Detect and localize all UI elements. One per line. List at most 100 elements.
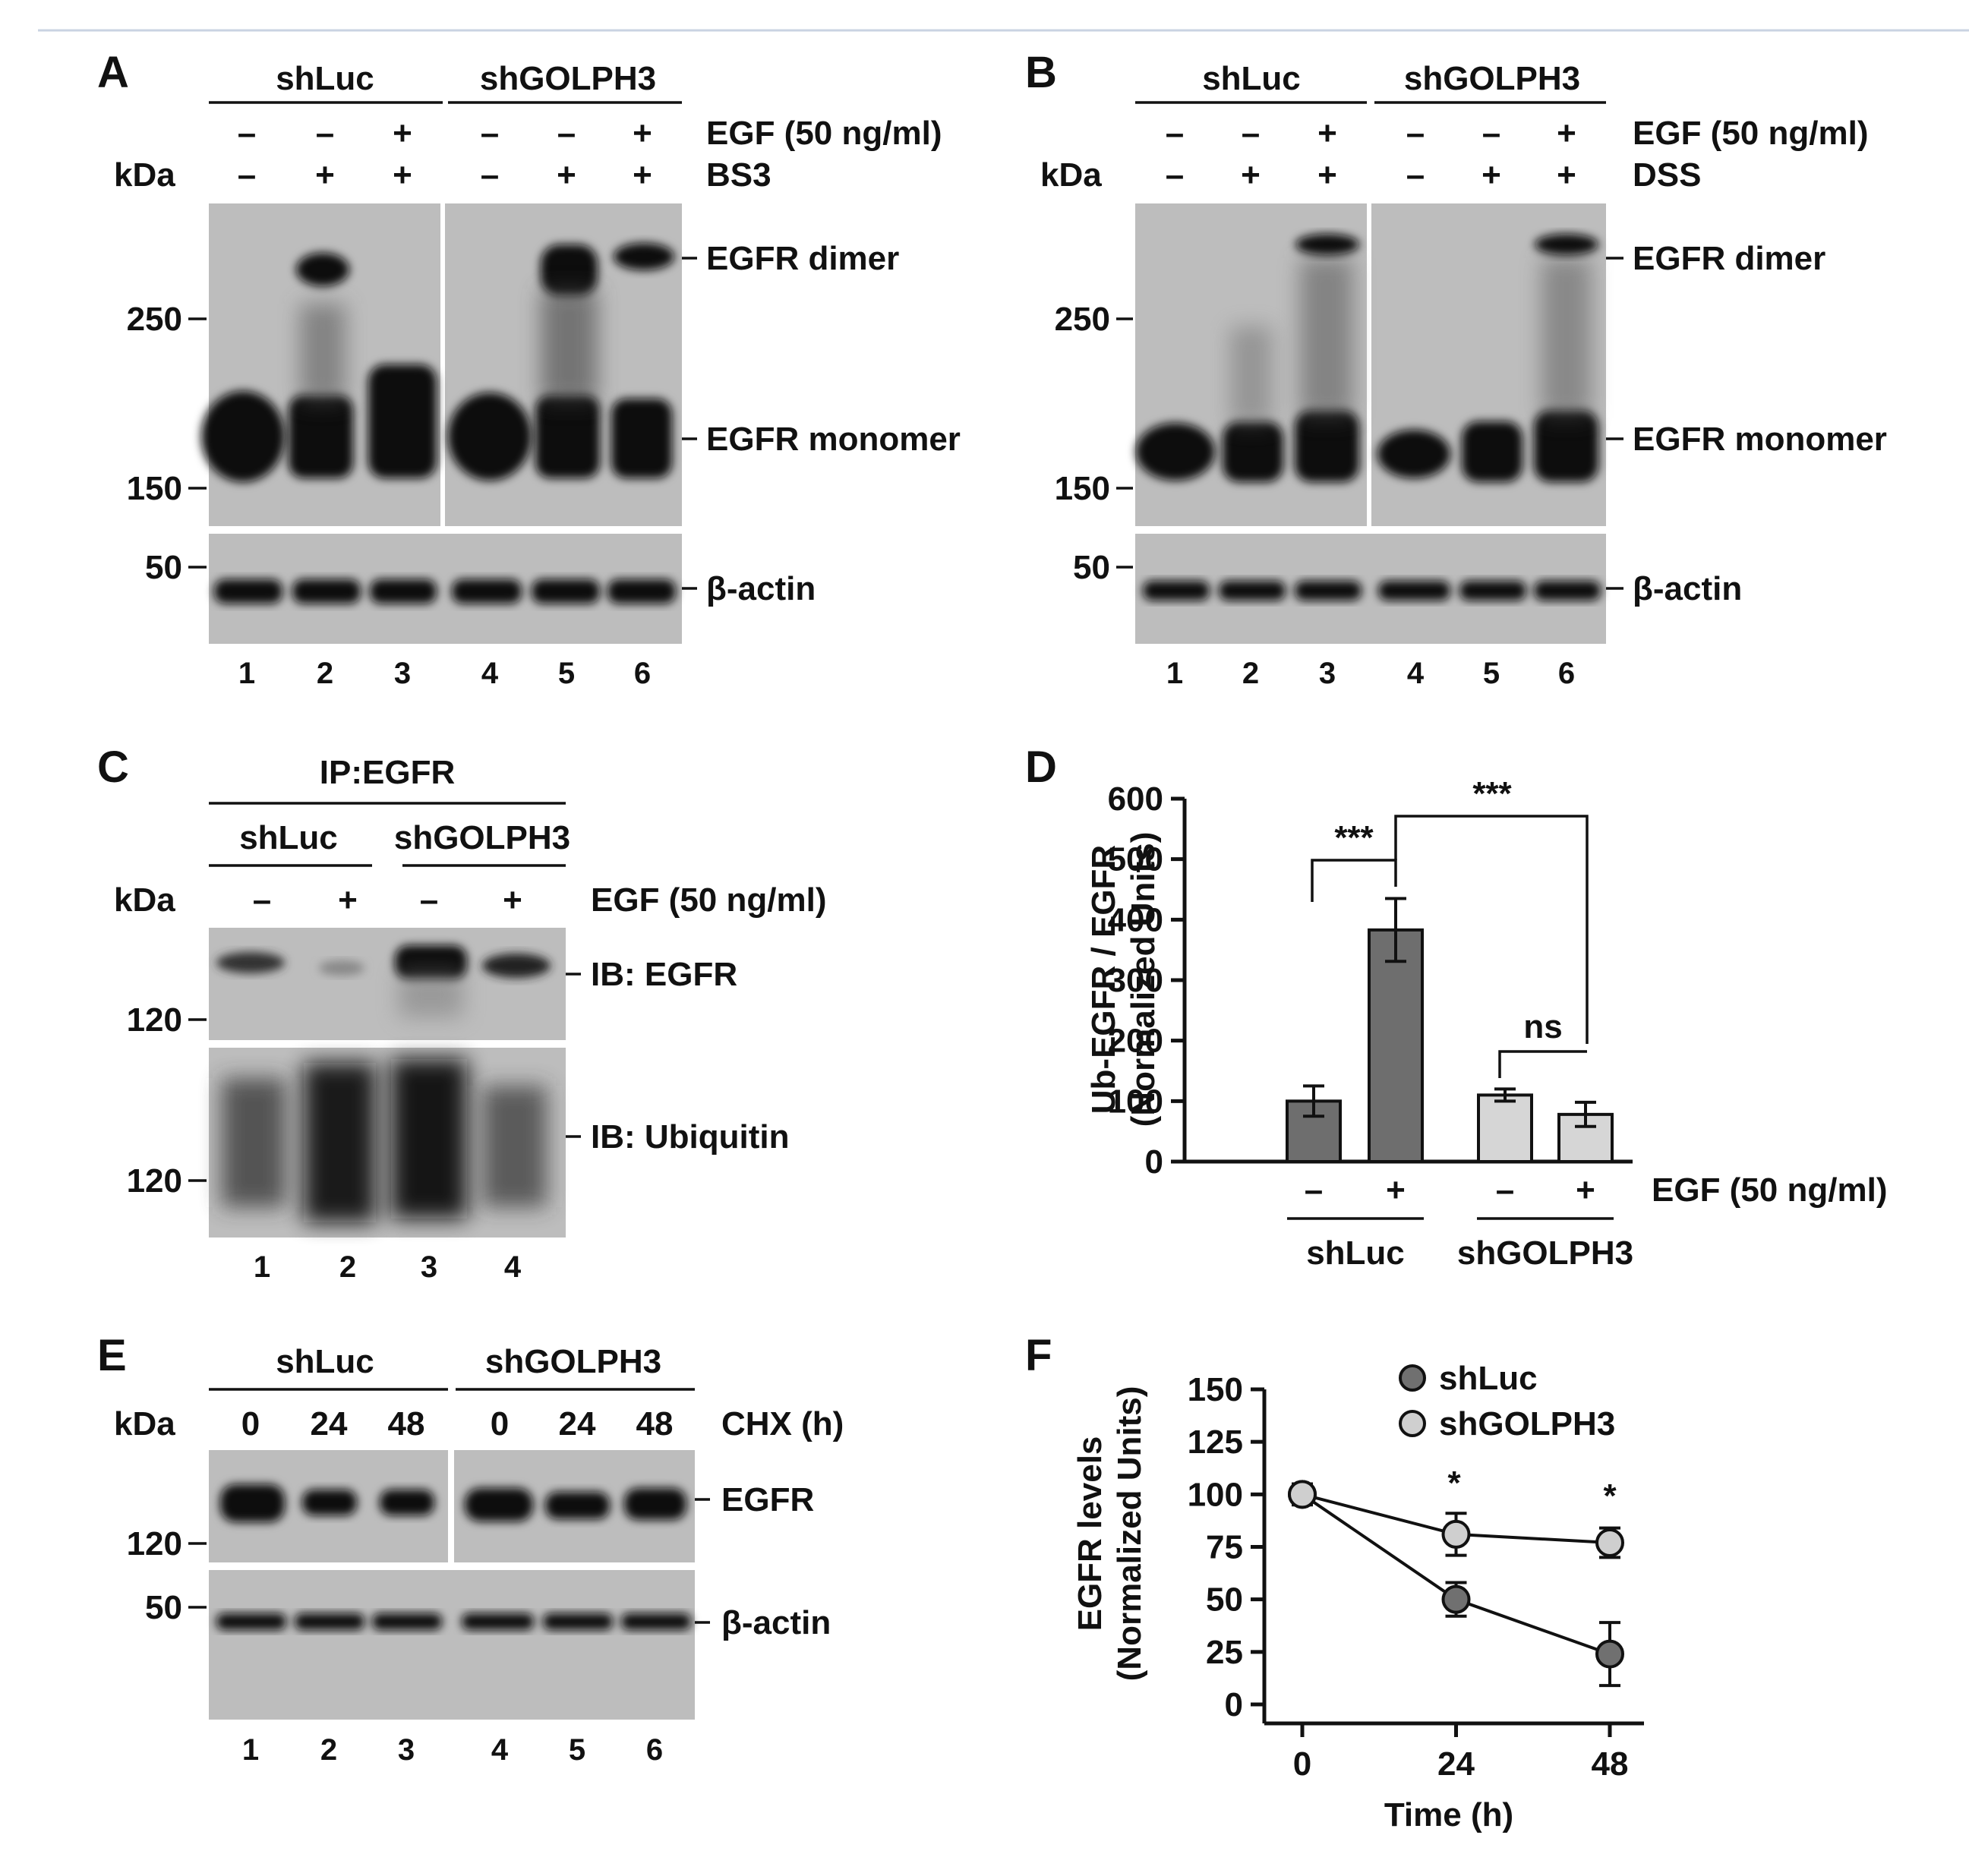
legend-label: shGOLPH3: [1439, 1405, 1615, 1442]
panel-c-marker-120b: 120: [127, 1162, 182, 1200]
time-label: 48: [636, 1405, 674, 1442]
lane-number: 2: [320, 1733, 337, 1767]
legend-marker: [1399, 1410, 1426, 1437]
panel-b-row1-label: EGF (50 ng/ml): [1633, 115, 1868, 152]
lane-number: 4: [491, 1733, 509, 1767]
panel-e-times: 0 24 48 0 24 48: [241, 1405, 674, 1442]
band: [624, 1488, 686, 1520]
panel-a-blot-actin: [209, 534, 682, 644]
band-smear: [300, 304, 346, 402]
panel-e-label-actin: β-actin: [721, 1604, 831, 1641]
panel-b-bands: [1136, 234, 1598, 482]
sign: –: [1406, 156, 1425, 194]
band-dimer: [541, 244, 598, 296]
panel-b-label-dimer: EGFR dimer: [1633, 240, 1825, 277]
band: [1219, 581, 1286, 601]
band-smear: [541, 288, 598, 402]
band: [220, 1484, 285, 1522]
sign: –: [481, 156, 499, 194]
panel-d-sig-brackets: *** *** ns: [1311, 775, 1589, 1078]
time-label: 24: [559, 1405, 596, 1442]
band: [395, 945, 467, 979]
band-smear: [1300, 258, 1353, 418]
panel-b: B shLuc shGOLPH3 – – + – – + EGF (50 ng/…: [1025, 48, 1887, 690]
band-smear: [304, 1063, 376, 1222]
lane-number: 6: [1558, 657, 1575, 690]
panel-a-blot-main: [209, 203, 682, 526]
sign: –: [557, 115, 576, 152]
sign: +: [1557, 115, 1576, 152]
lane-number: 3: [1319, 657, 1336, 690]
panel-a-label-actin: β-actin: [706, 570, 816, 607]
sign: –: [316, 115, 334, 152]
band-dimer: [296, 253, 349, 286]
panel-a-group-2: shGOLPH3: [480, 60, 656, 97]
sign: –: [1482, 115, 1500, 152]
panel-d-group-1: shLuc: [1306, 1234, 1405, 1272]
sign: +: [315, 156, 335, 194]
legend-marker: [1399, 1364, 1426, 1392]
band: [302, 1490, 357, 1515]
y-tick-label: 125: [1188, 1424, 1243, 1461]
band-smear: [1230, 326, 1272, 425]
bracket-2: [1394, 815, 1589, 1044]
panel-e-label-egfr: EGFR: [721, 1481, 814, 1518]
y-tick-label: 25: [1206, 1634, 1243, 1671]
sign: +: [1386, 1171, 1406, 1209]
band-smear: [222, 1078, 286, 1207]
panel-e-group-2: shGOLPH3: [485, 1343, 661, 1380]
sign: –: [1166, 156, 1184, 194]
y-tick-label: 200: [1108, 1023, 1163, 1060]
panel-b-marker-150: 150: [1055, 470, 1110, 507]
panel-b-marker-250: 250: [1055, 301, 1110, 338]
panel-e-group-1: shLuc: [276, 1343, 374, 1380]
panel-b-blot-divider: [1367, 203, 1371, 644]
band: [535, 395, 600, 478]
lane-number: 2: [1242, 657, 1259, 690]
point: [1441, 1584, 1471, 1614]
sign: –: [1166, 115, 1184, 152]
band: [380, 1490, 434, 1515]
bracket-1: [1311, 859, 1397, 902]
lane-number: 1: [242, 1733, 259, 1767]
panel-f-ylabel: EGFR levels (Normalized Units): [1071, 1386, 1148, 1682]
band: [1136, 423, 1215, 481]
panel-c-ip-label: IP:EGFR: [320, 754, 455, 791]
sign: –: [253, 881, 271, 919]
panel-e: E shLuc shGOLPH3 kDa 0 24 48 0 24 48 CHX…: [97, 1331, 844, 1767]
lane-number: 4: [481, 657, 499, 690]
panel-a-label-monomer: EGFR monomer: [706, 421, 961, 458]
band: [607, 579, 676, 604]
band-dimer: [1535, 234, 1598, 255]
panel-c-group-1: shLuc: [239, 819, 338, 856]
band: [319, 960, 364, 976]
panel-a-marker-50: 50: [145, 549, 182, 586]
lane-number: 5: [558, 657, 575, 690]
lane-number: 2: [339, 1250, 356, 1284]
panel-d-ylabel-line1: Ub-EGFR / EGFR: [1085, 845, 1122, 1114]
panel-c-group-2: shGOLPH3: [394, 819, 570, 856]
sign: –: [1305, 1171, 1323, 1209]
panel-d: D Ub-EGFR / EGFR (Normalized Units) 0 100…: [1025, 743, 1887, 1272]
band: [289, 395, 353, 478]
panel-c-row-label: EGF (50 ng/ml): [591, 881, 826, 919]
panel-a-actin-bands: [214, 579, 676, 604]
band: [1223, 421, 1283, 482]
panel-d-error-bars: [1303, 897, 1596, 1128]
y-tick-label: 75: [1206, 1529, 1243, 1566]
band: [611, 399, 672, 478]
lane-number: 3: [394, 657, 411, 690]
sign: –: [481, 115, 499, 152]
band: [1295, 581, 1362, 601]
lane-number: 1: [254, 1250, 270, 1284]
sign: +: [503, 881, 522, 919]
panel-a: A shLuc shGOLPH3 – – + – – + EGF (50 ng/…: [97, 48, 961, 690]
sig-label-2: ***: [1472, 775, 1512, 812]
panel-e-blot-actin: [209, 1570, 695, 1720]
band: [295, 1613, 364, 1630]
panel-b-group-1: shLuc: [1202, 60, 1301, 97]
band: [1534, 581, 1601, 601]
sig-label-3: ns: [1523, 1008, 1562, 1045]
x-tick-label: 0: [1293, 1745, 1311, 1783]
